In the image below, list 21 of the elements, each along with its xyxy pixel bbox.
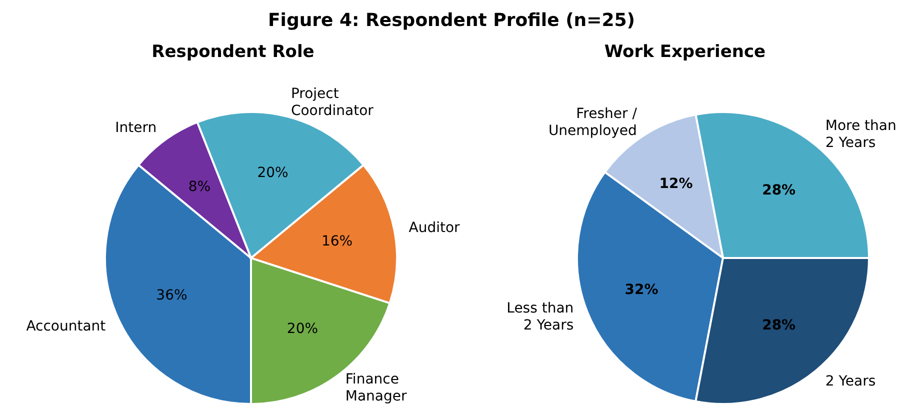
data-label: 8% [188,179,211,196]
data-label: 20% [257,165,288,182]
slice-label: Project Coordinator [290,86,374,119]
chart-title: Respondent Role [150,42,316,62]
slice-label: 2 Years [825,374,876,390]
data-label: 20% [286,320,318,337]
slice-label: Fresher / Unemployed [548,106,638,139]
data-label: 28% [762,317,796,334]
slice-label: Less than 2 Years [506,300,574,334]
data-label: 28% [762,182,796,199]
data-label: 32% [624,282,658,298]
caption: Figure 4: Respondent Profile (n=25) [267,10,636,31]
chart-title: Work Experience [603,42,767,62]
slice-label: Accountant [26,318,106,334]
slice-label: Intern [115,120,157,136]
slice-label: Finance Manager [345,371,408,404]
data-label: 12% [659,176,693,192]
data-label: 36% [156,287,188,304]
slice-label: More than 2 Years [825,118,896,151]
data-label: 16% [321,234,353,250]
slice-label: Auditor [408,220,460,236]
